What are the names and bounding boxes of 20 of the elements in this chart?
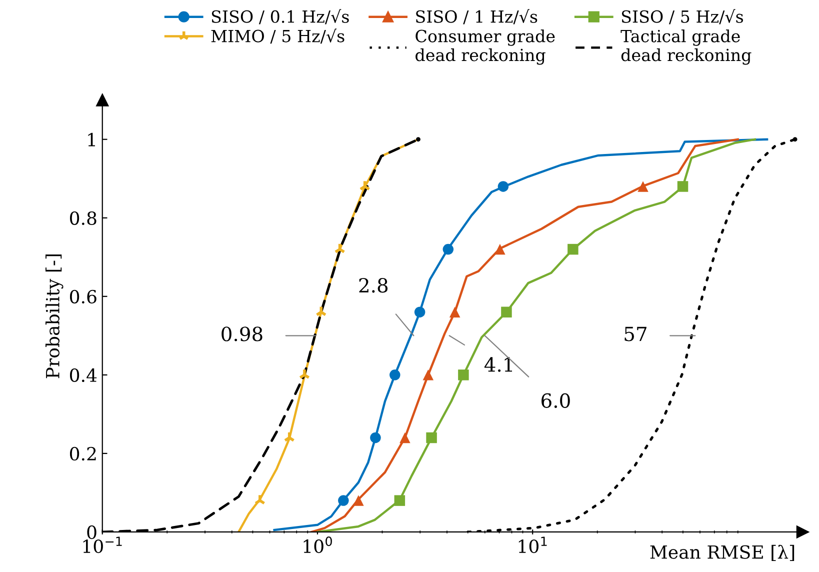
annotation: 0.98	[222, 326, 262, 342]
y-tick-label: 0.8	[70, 211, 96, 225]
y-tick-label: 1	[88, 132, 95, 146]
legend-label: Consumer grade dead reckoning	[416, 29, 555, 65]
annotation: 57	[624, 326, 646, 342]
y-tick-label: 0.2	[70, 446, 96, 461]
legend-label: SISO / 1 Hz/√s	[416, 9, 538, 24]
x-tick-label: 10$^{1}$	[518, 536, 547, 554]
annotation: 4.1	[484, 357, 512, 372]
legend-label: MIMO / 5 Hz/√s	[211, 28, 344, 44]
legend-label: SISO / 0.1 Hz/√s	[212, 9, 349, 24]
legend-label: Tactical grade dead reckoning	[620, 29, 752, 65]
annotation: 2.8	[359, 278, 388, 293]
x-axis-title: Mean RMSE [λ]	[650, 544, 794, 562]
y-tick-label: 0.4	[70, 368, 97, 382]
x-tick-label: 10$^{0}$	[304, 536, 332, 554]
y-axis-title: Probability [-]	[46, 254, 64, 378]
annotation: 6.0	[542, 393, 570, 408]
y-tick-label: 0.6	[70, 290, 96, 304]
legend-label: SISO / 5 Hz/√s	[622, 9, 743, 24]
